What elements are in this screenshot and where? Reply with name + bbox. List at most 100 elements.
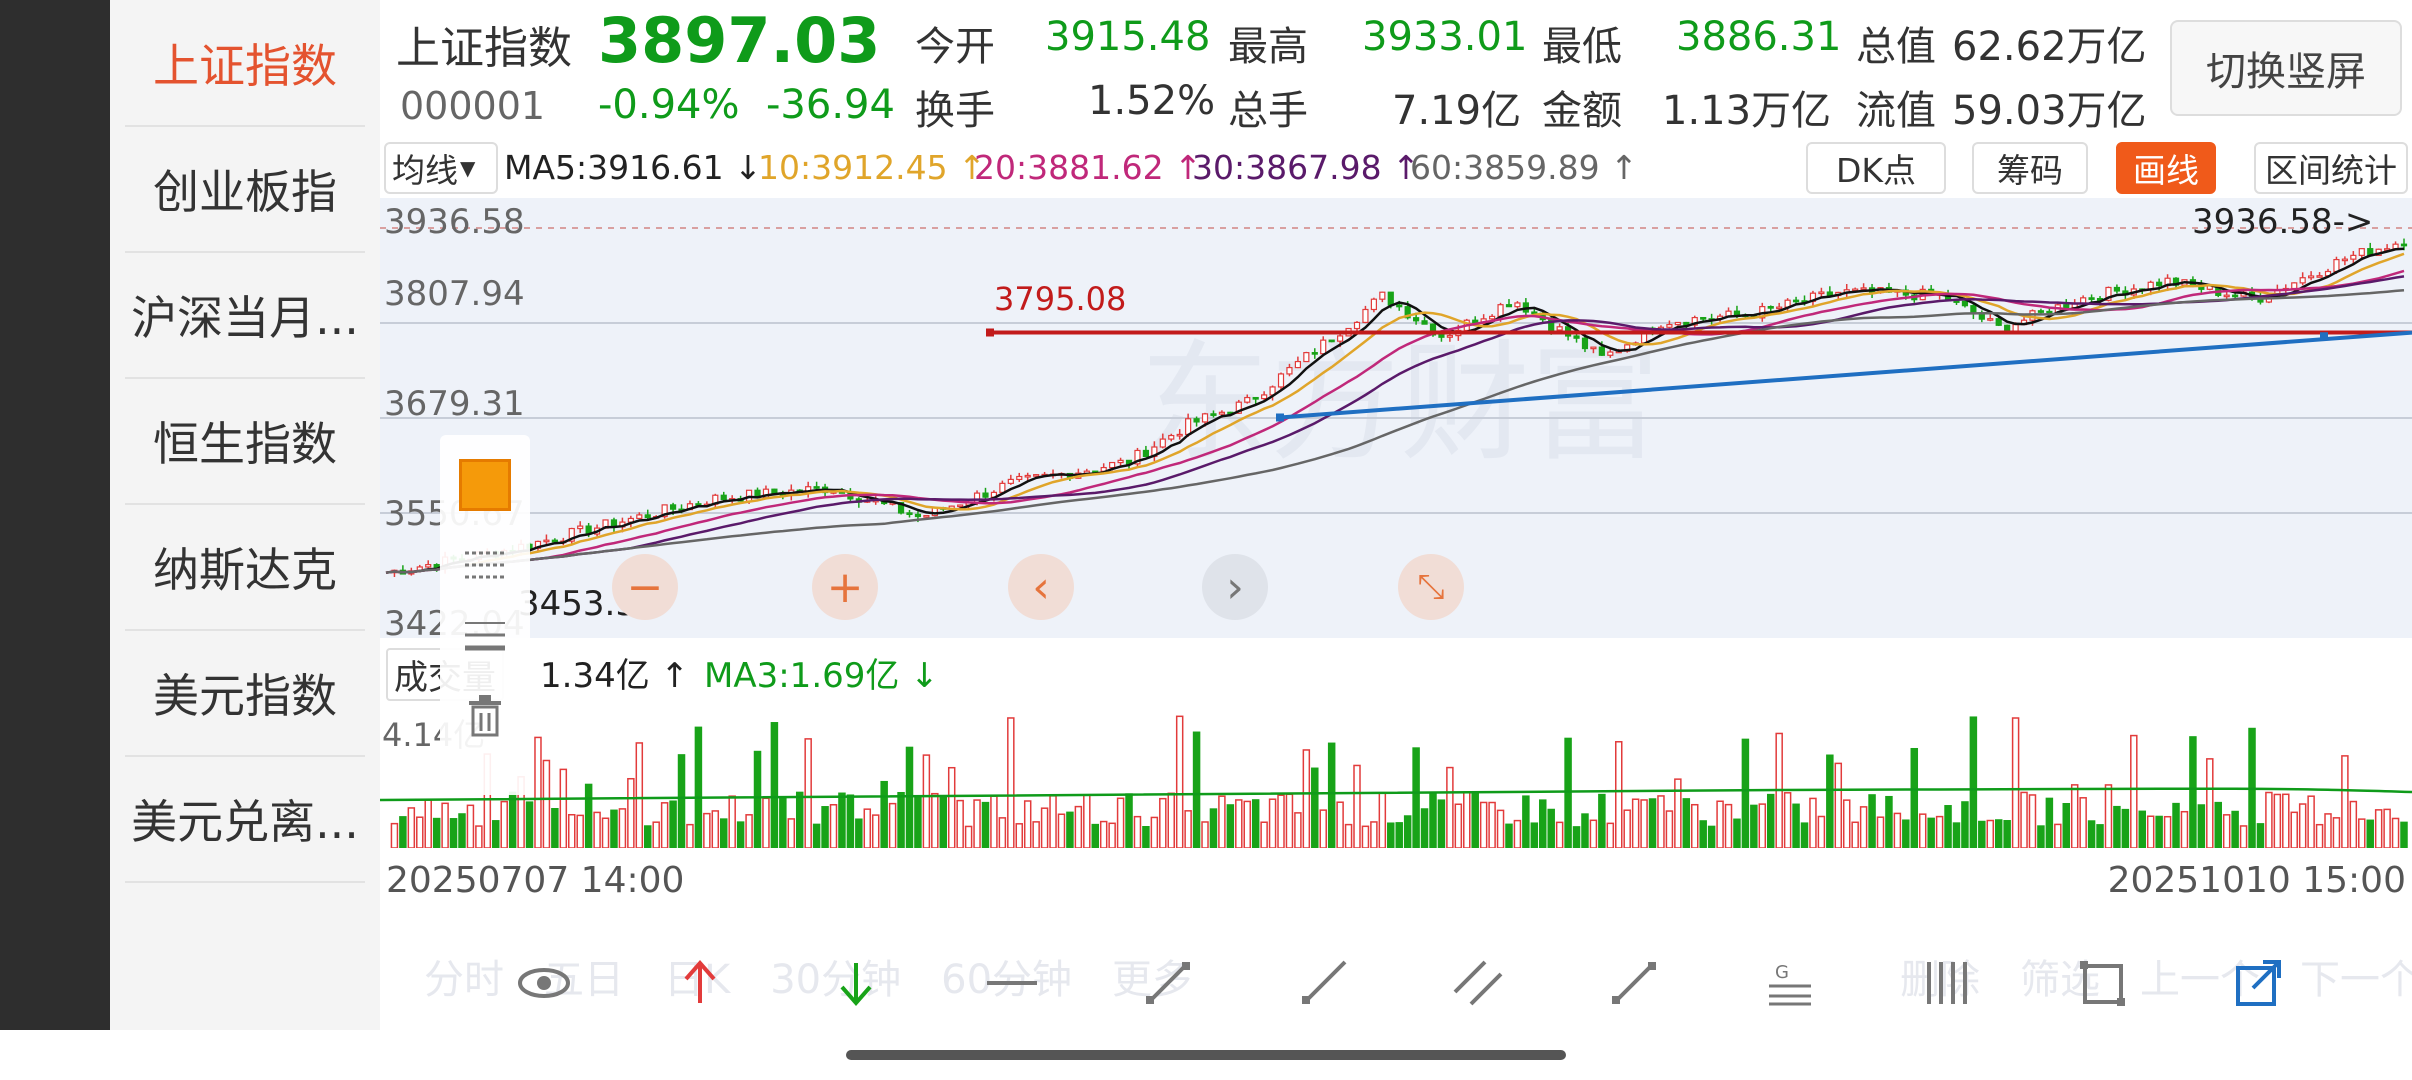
sidebar-item-hang-seng[interactable]: 恒生指数: [153, 417, 337, 471]
golden-ratio-tool[interactable]: G: [1760, 953, 1820, 1013]
volume-bar: [2163, 815, 2172, 848]
volume-bar: [627, 777, 635, 848]
volume-bar: [1623, 809, 1631, 848]
volume-bar: [2400, 821, 2408, 848]
change-percent: -0.94%: [598, 82, 740, 128]
sidebar-item-usd-cnh[interactable]: 美元兑离...: [131, 795, 359, 849]
volume-bar: [1218, 795, 1226, 848]
volume-bar: [1665, 810, 1674, 848]
divider: [125, 881, 365, 883]
volume-bar: [779, 798, 787, 848]
sidebar-item-sse-index[interactable]: 上证指数: [153, 39, 337, 93]
volume-bar: [1192, 731, 1201, 848]
volume-bar: [1927, 817, 1935, 848]
volume-bar: [1961, 801, 1969, 848]
volume-bar: [2003, 820, 2011, 848]
vertical-lines-tool[interactable]: [1916, 953, 1976, 1013]
volume-chart[interactable]: 4.14亿: [380, 700, 2412, 848]
candle-body: [568, 527, 575, 542]
candle-body: [1277, 373, 1285, 388]
candle-body: [1607, 351, 1614, 356]
horizontal-line-icon: [987, 981, 1037, 985]
volume-bar: [2070, 784, 2079, 848]
collapse-button[interactable]: ⤡: [1398, 554, 1464, 620]
chevron-left-icon: ‹: [1032, 561, 1050, 613]
volume-bar: [1733, 818, 1741, 848]
volume-bar: [964, 825, 973, 848]
volume-bar: [1817, 815, 1826, 848]
switch-portrait-button[interactable]: 切换竖屏: [2170, 20, 2402, 116]
export-button[interactable]: [2228, 953, 2288, 1013]
volume-bar: [1657, 795, 1665, 848]
volume-bar: [2290, 811, 2298, 848]
horizontal-line-tool[interactable]: [982, 953, 1042, 1013]
volume-bar: [990, 795, 998, 848]
buy-arrow-tool[interactable]: [670, 953, 730, 1013]
scroll-left-button[interactable]: ‹: [1008, 554, 1074, 620]
volume-bar: [2028, 794, 2037, 848]
volume-bar: [956, 799, 964, 848]
volume-bar: [863, 808, 872, 848]
chips-button[interactable]: 筹码: [1972, 142, 2088, 194]
volume-bar: [1885, 795, 1893, 848]
color-picker-button[interactable]: [455, 455, 515, 515]
rectangle-tool[interactable]: [2072, 953, 2132, 1013]
ray-icon: [1302, 960, 1347, 1004]
line-width-button[interactable]: [455, 605, 515, 665]
delete-drawing-button[interactable]: [455, 685, 515, 745]
volume-ma3-text: MA3:1.69亿: [704, 656, 900, 696]
sidebar-item-nasdaq[interactable]: 纳斯达克: [153, 543, 337, 597]
volume-bar: [1724, 803, 1733, 848]
divider: [125, 629, 365, 631]
home-indicator[interactable]: [846, 1050, 1566, 1060]
volume-bar: [1952, 822, 1961, 848]
candle-body: [923, 514, 930, 518]
volume-bar: [728, 795, 736, 848]
ray-tool[interactable]: [1294, 953, 1354, 1013]
volume-bar: [1918, 813, 1927, 848]
volume-bar: [508, 791, 517, 848]
segment-tool[interactable]: [1138, 953, 1198, 1013]
scroll-right-button[interactable]: ›: [1202, 554, 1268, 620]
candle-body: [1792, 299, 1800, 303]
plus-icon: +: [826, 561, 864, 613]
dk-point-button[interactable]: DK点: [1806, 142, 1946, 194]
amount-label: 金额: [1542, 88, 1622, 134]
sidebar-item-chinext[interactable]: 创业板指: [153, 165, 337, 219]
sidebar-item-hs-monthly[interactable]: 沪深当月...: [131, 291, 359, 345]
volume-bar: [1243, 800, 1251, 848]
candle-body: [2400, 243, 2408, 247]
trend-line-tool[interactable]: [1604, 953, 1664, 1013]
volume-bar: [880, 780, 888, 848]
ma-select[interactable]: 均线 ▼: [384, 142, 498, 194]
volume-bar: [1251, 799, 1260, 848]
volume-bar: [2239, 825, 2248, 848]
range-stats-button[interactable]: 区间统计: [2254, 142, 2408, 194]
candle-body: [1185, 418, 1192, 436]
trend-line-icon: [1612, 962, 1656, 1004]
parallel-line-tool[interactable]: [1448, 953, 1508, 1013]
kline-chart[interactable]: 东方财富 3936.58 3807.94 3679.31 3550.67 342…: [380, 198, 2412, 644]
volume-bar: [1285, 793, 1294, 848]
volume-bar: [1834, 762, 1843, 848]
candle-body: [543, 539, 550, 543]
sidebar-item-usd-index[interactable]: 美元指数: [153, 669, 337, 723]
volume-bar: [1978, 820, 1986, 848]
volume-bar: [2282, 793, 2290, 848]
watermark: 东方财富: [1140, 327, 1660, 479]
zoom-in-button[interactable]: +: [812, 554, 878, 620]
volume-bar: [745, 814, 753, 848]
draw-line-button[interactable]: 画线: [2116, 142, 2216, 194]
dashed-line-style-button[interactable]: [455, 535, 515, 595]
volume-bar: [1581, 813, 1589, 848]
volume-bar: [1648, 798, 1657, 848]
volume-bar: [1699, 820, 1707, 848]
float-value-label: 流值: [1856, 88, 1936, 134]
visibility-toggle-button[interactable]: [514, 953, 574, 1013]
volume-bar: [1066, 811, 1074, 848]
sell-arrow-tool[interactable]: [826, 953, 886, 1013]
volume-bar: [846, 794, 855, 848]
volume-bar: [1159, 797, 1167, 848]
volume-bar: [829, 804, 838, 848]
zoom-out-button[interactable]: −: [612, 554, 678, 620]
